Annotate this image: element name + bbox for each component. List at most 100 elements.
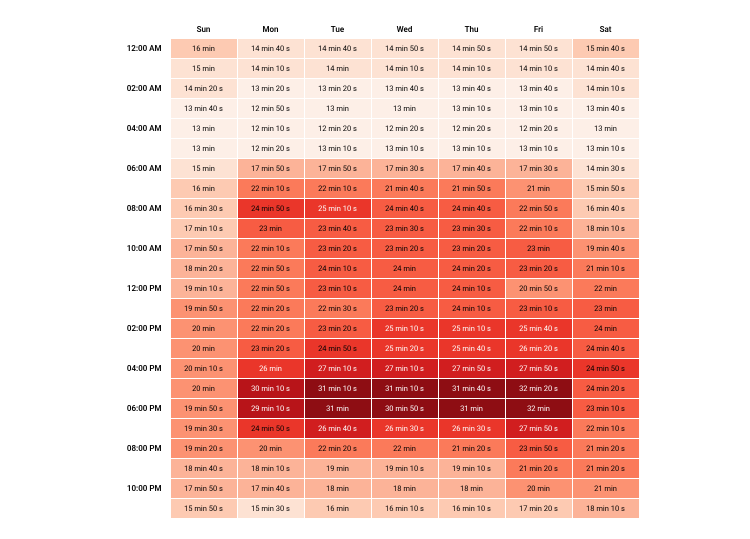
heatmap-header: SunMonTueWedThuFriSat [112,21,639,38]
heatmap-cell: 20 min [171,319,237,338]
heatmap-cell: 12 min 20 s [372,119,438,138]
heatmap-cell: 15 min 40 s [573,39,639,58]
heatmap-cell: 18 min 10 s [573,499,639,518]
heatmap-row: 18 min 40 s18 min 10 s19 min19 min 10 s1… [112,459,639,478]
heatmap-cell: 15 min [171,159,237,178]
heatmap-cell: 19 min 10 s [372,459,438,478]
heatmap-cell: 21 min 50 s [439,179,505,198]
heatmap-cell: 20 min [506,479,572,498]
heatmap-cell: 31 min 10 s [372,379,438,398]
heatmap-cell: 17 min 40 s [238,479,304,498]
heatmap-cell: 22 min 10 s [573,419,639,438]
heatmap-cell: 24 min [372,279,438,298]
heatmap-cell: 14 min 40 s [573,59,639,78]
col-header: Tue [305,21,371,38]
heatmap-cell: 22 min 20 s [238,319,304,338]
heatmap-cell: 24 min 20 s [573,379,639,398]
heatmap-cell: 23 min 20 s [506,259,572,278]
heatmap-cell: 21 min 20 s [573,459,639,478]
heatmap-cell: 24 min 50 s [573,359,639,378]
row-time-label: 06:00 PM [112,399,170,418]
heatmap-cell: 22 min 30 s [305,299,371,318]
heatmap-cell: 12 min 50 s [238,99,304,118]
heatmap-row: 06:00 AM15 min17 min 50 s17 min 50 s17 m… [112,159,639,178]
heatmap-cell: 14 min 10 s [238,59,304,78]
heatmap-row: 19 min 30 s24 min 50 s26 min 40 s26 min … [112,419,639,438]
row-time-label [112,179,170,198]
heatmap-cell: 25 min 20 s [372,339,438,358]
heatmap-cell: 26 min 40 s [305,419,371,438]
heatmap-cell: 22 min 50 s [506,199,572,218]
heatmap-cell: 13 min 20 s [238,79,304,98]
heatmap-cell: 19 min 40 s [573,239,639,258]
heatmap-cell: 19 min 50 s [171,399,237,418]
heatmap-cell: 21 min 20 s [573,439,639,458]
heatmap-cell: 31 min [439,399,505,418]
heatmap-cell: 14 min 30 s [573,159,639,178]
heatmap-cell: 19 min 50 s [171,299,237,318]
heatmap-cell: 22 min 10 s [305,179,371,198]
heatmap-cell: 13 min 40 s [506,79,572,98]
heatmap-cell: 13 min 10 s [506,139,572,158]
row-time-label: 08:00 PM [112,439,170,458]
heatmap-row: 12:00 PM19 min 10 s22 min 50 s23 min 10 … [112,279,639,298]
heatmap-row: 13 min12 min 20 s13 min 10 s13 min 10 s1… [112,139,639,158]
row-time-label: 02:00 PM [112,319,170,338]
heatmap-cell: 29 min 10 s [238,399,304,418]
heatmap-body: 12:00 AM16 min14 min 40 s14 min 40 s14 m… [112,39,639,518]
heatmap-cell: 25 min 40 s [439,339,505,358]
heatmap-cell: 13 min 10 s [305,139,371,158]
row-time-label [112,219,170,238]
heatmap-cell: 15 min 50 s [573,179,639,198]
heatmap-cell: 17 min 50 s [171,479,237,498]
heatmap-cell: 13 min 10 s [506,99,572,118]
heatmap-cell: 22 min 10 s [238,239,304,258]
heatmap-cell: 23 min 20 s [372,239,438,258]
heatmap-cell: 27 min 10 s [305,359,371,378]
heatmap-cell: 26 min 20 s [506,339,572,358]
row-time-label [112,459,170,478]
heatmap-row: 16 min22 min 10 s22 min 10 s21 min 40 s2… [112,179,639,198]
heatmap-cell: 17 min 10 s [171,219,237,238]
heatmap-cell: 18 min 20 s [171,259,237,278]
heatmap-cell: 27 min 50 s [439,359,505,378]
heatmap-cell: 30 min 10 s [238,379,304,398]
row-time-label [112,339,170,358]
heatmap-cell: 13 min 40 s [372,79,438,98]
heatmap-cell: 16 min 10 s [372,499,438,518]
heatmap-cell: 22 min [573,279,639,298]
row-time-label: 08:00 AM [112,199,170,218]
heatmap-cell: 25 min 40 s [506,319,572,338]
heatmap-cell: 22 min 10 s [506,219,572,238]
heatmap-row: 15 min 50 s15 min 30 s16 min16 min 10 s1… [112,499,639,518]
heatmap-cell: 21 min 20 s [506,459,572,478]
row-time-label: 12:00 PM [112,279,170,298]
heatmap-cell: 24 min 40 s [439,199,505,218]
heatmap-cell: 16 min 40 s [573,199,639,218]
heatmap-row: 15 min14 min 10 s14 min14 min 10 s14 min… [112,59,639,78]
heatmap-cell: 20 min [238,439,304,458]
heatmap-cell: 31 min 10 s [305,379,371,398]
row-time-label: 10:00 PM [112,479,170,498]
heatmap-cell: 16 min 30 s [171,199,237,218]
col-header: Fri [506,21,572,38]
heatmap-cell: 12 min 10 s [238,119,304,138]
heatmap-row: 10:00 PM17 min 50 s17 min 40 s18 min18 m… [112,479,639,498]
heatmap-row: 02:00 PM20 min22 min 20 s23 min 20 s25 m… [112,319,639,338]
heatmap-cell: 13 min 20 s [305,79,371,98]
heatmap-cell: 14 min 40 s [238,39,304,58]
heatmap-cell: 23 min 50 s [506,439,572,458]
heatmap-cell: 22 min 50 s [238,279,304,298]
heatmap-cell: 13 min 10 s [372,139,438,158]
heatmap-row: 17 min 10 s23 min23 min 40 s23 min 30 s2… [112,219,639,238]
heatmap-cell: 19 min 20 s [171,439,237,458]
heatmap-cell: 31 min [305,399,371,418]
row-time-label [112,99,170,118]
heatmap-cell: 14 min [305,59,371,78]
row-time-label: 04:00 AM [112,119,170,138]
heatmap-cell: 23 min 20 s [372,299,438,318]
heatmap-cell: 14 min 40 s [305,39,371,58]
heatmap-cell: 13 min 40 s [573,99,639,118]
heatmap-cell: 17 min 30 s [372,159,438,178]
heatmap-cell: 14 min 10 s [372,59,438,78]
